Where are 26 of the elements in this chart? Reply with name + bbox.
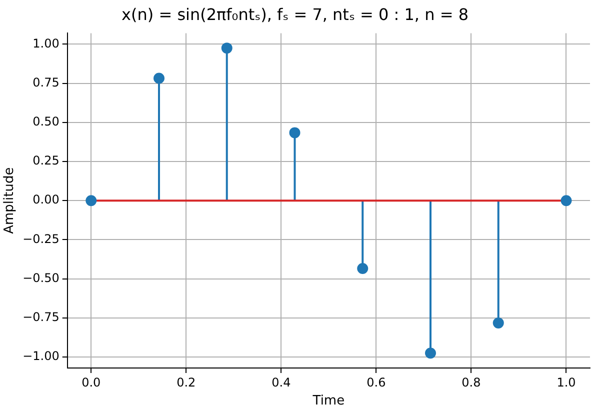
point xyxy=(154,72,165,84)
point xyxy=(424,348,436,359)
y-tick-label: −0.50 xyxy=(22,270,60,285)
chart-title: x(n) = sin(2πf₀ntₛ), fₛ = 7, ntₛ = 0 : 1, n = 8 xyxy=(122,4,468,24)
x-tick-label: 0.4 xyxy=(272,375,291,390)
y-tick-label: 0.25 xyxy=(32,154,60,168)
point xyxy=(357,263,368,274)
point xyxy=(289,127,300,138)
y-axis-title: Amplitude xyxy=(2,167,18,234)
x-axis-title: Time xyxy=(312,394,345,409)
point xyxy=(221,42,232,54)
point xyxy=(86,195,97,206)
x-tick-label: 0.2 xyxy=(176,375,196,390)
y-tick-label: 0.50 xyxy=(32,114,60,128)
y-tick-label: −1.00 xyxy=(22,349,60,364)
y-tick-label: −0.75 xyxy=(22,310,60,324)
y-tick-label: 0.75 xyxy=(32,75,60,90)
y-tick-label: −0.25 xyxy=(22,232,60,246)
y-tick-label: 0.00 xyxy=(32,192,60,207)
point xyxy=(560,195,572,206)
x-tick-label: 0.8 xyxy=(462,375,481,390)
y-tick-label: 1.00 xyxy=(32,36,60,50)
point xyxy=(492,317,504,328)
x-tick-label: 0.0 xyxy=(82,375,101,390)
x-tick-label: 0.6 xyxy=(366,375,386,390)
x-tick-label: 1.0 xyxy=(556,375,576,390)
